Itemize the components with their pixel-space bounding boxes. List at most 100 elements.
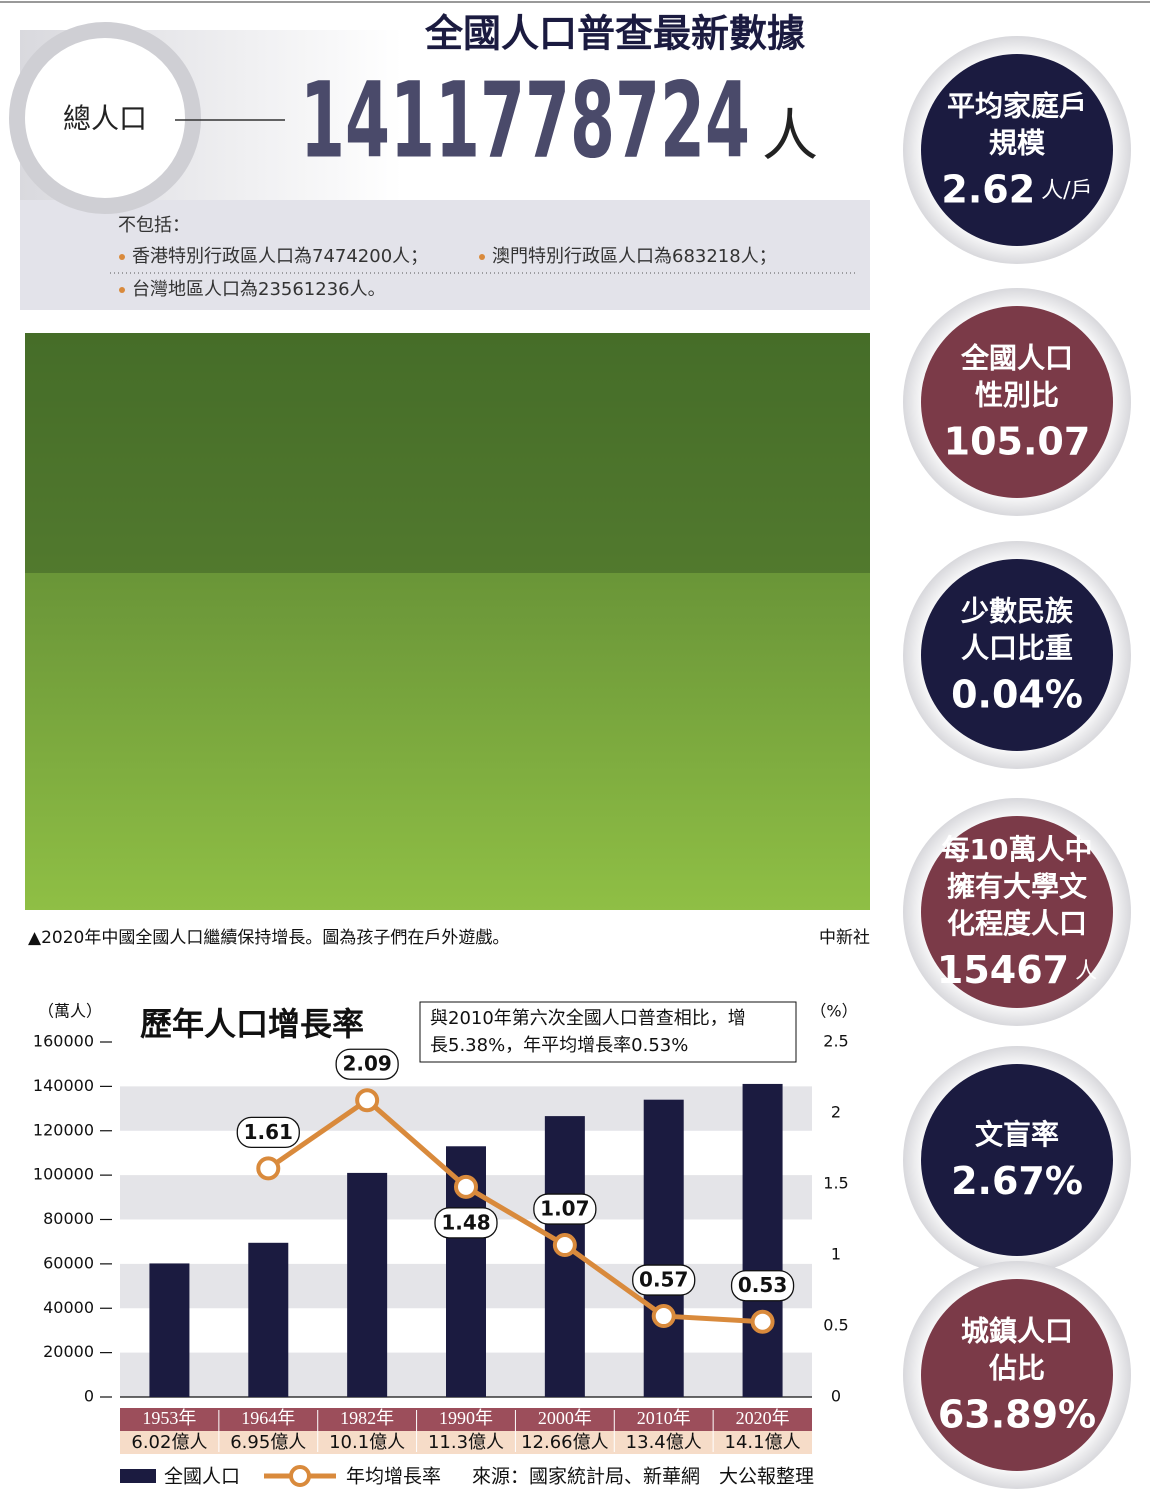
stat-unit: 人/戶 <box>1041 179 1092 204</box>
y-tick-label: 120000 <box>33 1120 94 1139</box>
line-value-label: 0.53 <box>738 1273 787 1297</box>
value-strip <box>120 1431 812 1454</box>
legend-swatch <box>120 1469 156 1483</box>
stat-label: 少數民族 <box>961 595 1074 628</box>
stat-label: 性別比 <box>975 379 1059 412</box>
exclusion-item: 台灣地區人口為23561236人。 <box>132 279 386 300</box>
y-tick-label: 80000 <box>43 1209 94 1228</box>
y2-axis-label: （%） <box>810 1002 857 1021</box>
value-bubble <box>730 1270 795 1302</box>
stat-label: 擁有大學文 <box>947 870 1087 903</box>
bar <box>742 1083 783 1397</box>
y2-tick-label: 2 <box>831 1103 841 1122</box>
bar-value-label: 13.4億人 <box>626 1432 702 1453</box>
stat-value-line: 0.04% <box>951 672 1083 716</box>
bar-value-label: 12.66億人 <box>521 1432 609 1453</box>
stat-value: 0.04% <box>951 672 1083 716</box>
line-marker <box>256 1156 281 1181</box>
source: 來源：國家統計局、新華網 大公報整理 <box>472 1466 814 1488</box>
line-value-label: 1.07 <box>540 1197 589 1221</box>
line-marker <box>651 1304 676 1329</box>
bullet <box>119 287 125 293</box>
bullet <box>479 254 485 260</box>
annotation: 與2010年第六次全國人口普查相比，增 <box>430 1008 746 1029</box>
stat-value-line: 2.62 人/戶 <box>941 167 1092 211</box>
stat-label: 化程度人口 <box>947 907 1087 940</box>
line-marker <box>750 1309 775 1334</box>
bar <box>248 1242 289 1397</box>
exclusion-item: 澳門特別行政區人口為683218人； <box>492 246 777 267</box>
stat-value: 63.89% <box>938 1392 1096 1436</box>
stat-label: 全國人口 <box>960 342 1073 375</box>
x-tick-label: 1982年 <box>340 1408 394 1428</box>
bar-value-label: 14.1億人 <box>725 1432 801 1453</box>
annotation: 長5.38%，年平均增長率0.53% <box>430 1035 688 1056</box>
stat-label: 每10萬人中 <box>942 833 1093 866</box>
photo-trees <box>25 333 870 573</box>
y-tick-label: 20000 <box>43 1342 94 1361</box>
stat-label: 規模 <box>989 127 1046 160</box>
exclusion-heading: 不包括： <box>118 215 190 236</box>
stat-value-line: 15467 人 <box>937 948 1097 992</box>
value-bubble <box>632 1264 696 1296</box>
line <box>266 1097 763 1325</box>
annotation-box <box>419 1001 797 1063</box>
value-bubble <box>533 1193 597 1225</box>
chart-title: 歷年人口增長率 <box>140 1005 364 1043</box>
line-value-label: 1.61 <box>244 1120 293 1144</box>
y2-tick-label: 1 <box>831 1245 841 1264</box>
stat-label: 人口比重 <box>961 632 1073 665</box>
y2-tick-label: 1.5 <box>823 1174 848 1193</box>
stat-circle <box>921 306 1113 498</box>
x-tick-label: 2000年 <box>538 1408 592 1428</box>
stat-circle <box>921 1064 1113 1256</box>
total-label: 總人口 <box>63 102 147 135</box>
stat-circle <box>921 54 1113 246</box>
stat-label: 文盲率 <box>975 1118 1059 1151</box>
y2-tick-label: 0 <box>831 1387 841 1406</box>
bar-value-label: 10.1億人 <box>329 1432 405 1453</box>
y-tick-label: 140000 <box>33 1076 94 1095</box>
line-value-label: 1.48 <box>441 1210 490 1234</box>
legend-label: 全國人口 <box>164 1466 240 1488</box>
y-tick-label: 100000 <box>33 1165 94 1184</box>
y-axis-label: （萬人） <box>38 1002 102 1021</box>
stat-circle <box>921 816 1113 1008</box>
stat-label: 佔比 <box>988 1352 1045 1385</box>
stat-value-line: 105.07 <box>944 419 1091 463</box>
line-marker <box>552 1233 577 1258</box>
total-value: 1411778724 <box>300 59 750 181</box>
stat-value: 2.67% <box>951 1159 1083 1203</box>
value-bubble <box>335 1048 399 1080</box>
x-tick-label: 1964年 <box>241 1408 295 1428</box>
exclusion-item: 香港特別行政區人口為7474200人； <box>132 246 428 267</box>
stat-label: 城鎮人口 <box>961 1315 1073 1348</box>
bar <box>643 1099 684 1397</box>
value-bubble <box>236 1116 300 1149</box>
stat-value: 15467 <box>937 948 1069 992</box>
stat-circle <box>921 1279 1113 1471</box>
photo-credit: 中新社 <box>819 928 870 948</box>
y-tick-label: 40000 <box>43 1298 94 1317</box>
y-tick-label: 0 <box>84 1387 94 1406</box>
legend-marker <box>289 1465 311 1487</box>
bar <box>347 1172 388 1397</box>
value-bubble <box>434 1207 498 1239</box>
x-tick-label: 2010年 <box>637 1408 691 1428</box>
category-strip <box>120 1408 812 1431</box>
line-marker <box>454 1174 478 1199</box>
x-tick-label: 2020年 <box>736 1408 790 1428</box>
label-ring <box>9 22 201 214</box>
bar <box>149 1263 190 1397</box>
photo-caption: ▲2020年中國全國人口繼續保持增長。圖為孩子們在戶外遊戲。 <box>28 928 509 948</box>
y-tick-label: 160000 <box>33 1032 94 1051</box>
stat-unit: 人 <box>1075 959 1097 984</box>
stat-value: 2.62 <box>941 167 1035 211</box>
x-tick-label: 1990年 <box>439 1408 493 1428</box>
stat-label: 平均家庭戶 <box>947 90 1087 123</box>
grid-band <box>120 1086 812 1131</box>
y-tick-label: 60000 <box>43 1253 94 1272</box>
legend-label: 年均增長率 <box>346 1466 441 1488</box>
y2-tick-label: 0.5 <box>823 1316 848 1335</box>
